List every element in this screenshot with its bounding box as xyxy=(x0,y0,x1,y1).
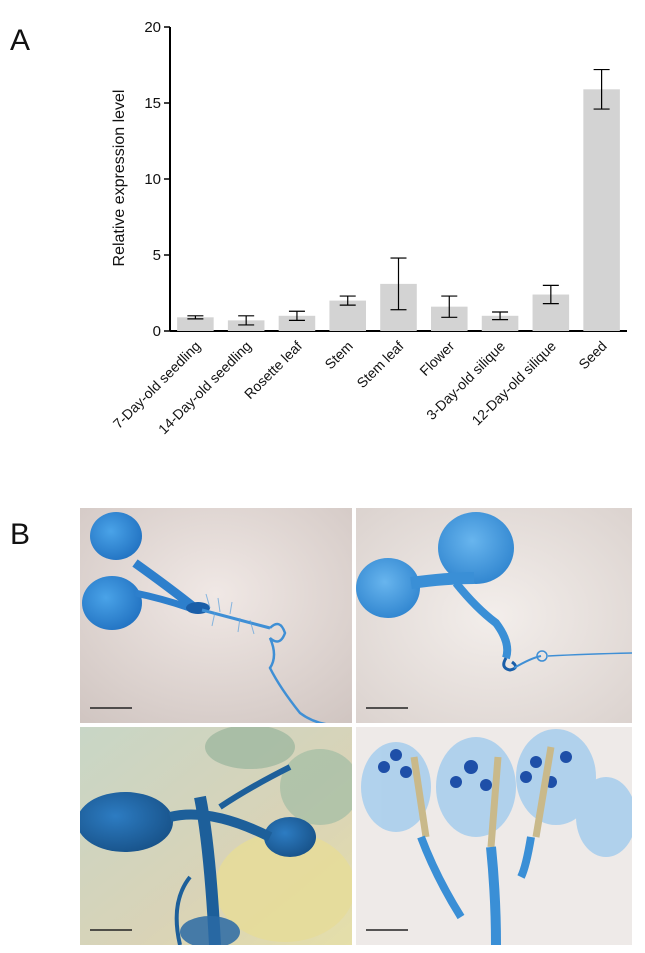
panel-label-b: B xyxy=(10,518,31,551)
panel-label-a: A xyxy=(10,24,31,57)
bar-8 xyxy=(583,89,620,331)
category-label-4: Stem leaf xyxy=(353,338,406,391)
y-tick-label-4: 20 xyxy=(144,19,161,36)
bar-0 xyxy=(177,317,214,331)
category-label-5: Flower xyxy=(416,338,457,379)
y-tick-label-0: 0 xyxy=(153,323,161,340)
y-tick-label-3: 15 xyxy=(144,95,161,112)
seedling-photo-1 xyxy=(80,508,352,723)
category-label-8: Seed xyxy=(575,338,609,372)
y-axis-label: Relative expression level xyxy=(111,90,128,267)
y-tick-label-1: 5 xyxy=(153,247,161,264)
bar-6 xyxy=(481,315,519,331)
bar-2 xyxy=(278,315,316,331)
flower-photo xyxy=(356,727,632,945)
rosette-photo xyxy=(80,727,352,945)
category-label-3: Stem xyxy=(321,338,355,372)
bar-1 xyxy=(227,320,265,331)
category-label-0: 7-Day-old seedling xyxy=(110,338,204,432)
category-label-7: 12-Day-old silique xyxy=(468,338,559,429)
y-tick-label-2: 10 xyxy=(144,171,161,188)
seedling-photo-2 xyxy=(356,508,632,723)
category-label-1: 14-Day-old seedling xyxy=(155,338,254,437)
